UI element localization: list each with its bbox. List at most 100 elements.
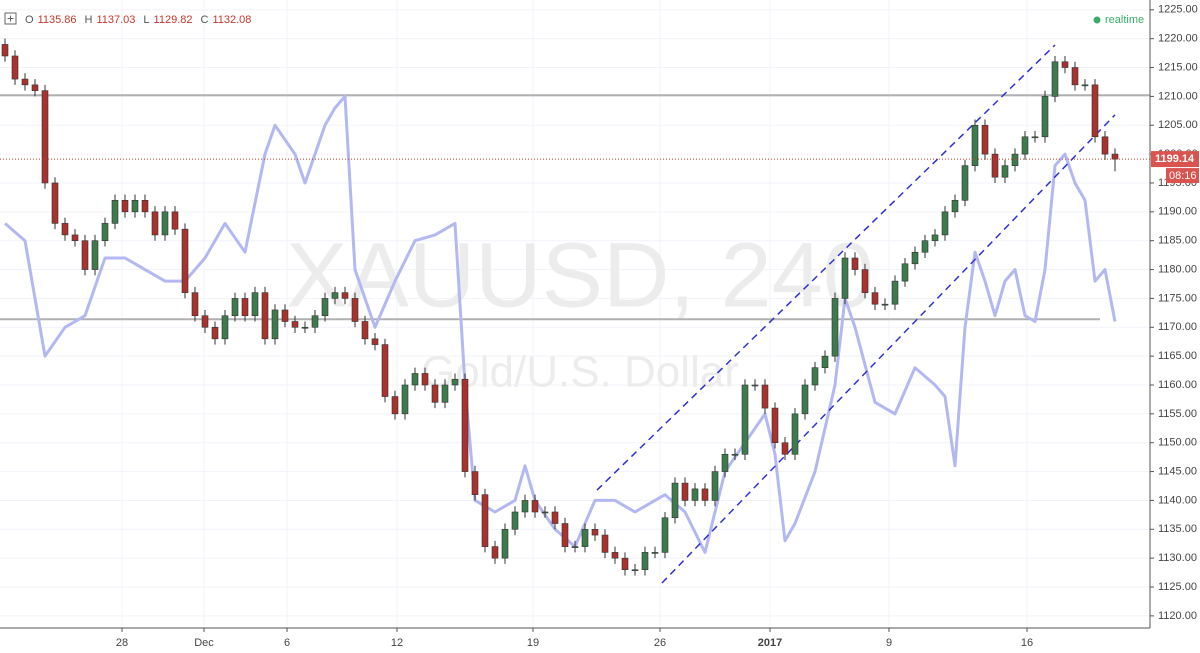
time-axis <box>0 628 1200 653</box>
candle-body <box>281 309 289 322</box>
candle-body <box>291 321 299 328</box>
candle-body <box>401 384 409 415</box>
ohlc-value: 1129.82 <box>154 14 193 26</box>
candle-body <box>1011 153 1019 166</box>
candle-body <box>1111 153 1119 160</box>
ohlc-label: C <box>201 14 209 26</box>
y-tick-label: 1125.00 <box>1158 581 1197 593</box>
x-tick-label: 19 <box>527 637 539 649</box>
candle-body <box>331 292 339 299</box>
candle-body <box>261 292 269 340</box>
candle-body <box>541 511 549 514</box>
candle-body <box>431 384 439 403</box>
candle-body <box>181 228 189 293</box>
candle-body <box>851 257 859 270</box>
collapse-icon[interactable] <box>4 12 17 25</box>
ohlc-label: O <box>25 14 34 26</box>
candle-body <box>951 199 959 213</box>
candle-body <box>581 528 589 547</box>
candle-body <box>371 338 379 345</box>
candle-body <box>441 384 449 403</box>
candle-body <box>41 90 49 184</box>
candle-body <box>501 528 509 559</box>
y-tick-label: 1160.00 <box>1158 379 1197 391</box>
candle-body <box>1001 165 1009 178</box>
candle-body <box>751 384 759 387</box>
candle-body <box>361 321 369 340</box>
last-price-badge <box>1151 151 1199 168</box>
candle-body <box>651 552 659 554</box>
candle-body <box>191 292 199 317</box>
candle-body <box>661 517 669 553</box>
ohlc-label: H <box>85 14 93 26</box>
candle-body <box>721 453 729 472</box>
candle-body <box>391 396 399 415</box>
candle-body <box>201 315 209 328</box>
candle-body <box>111 199 119 224</box>
last-price-label: 1199.14 <box>1155 153 1195 165</box>
candle-body <box>591 528 599 536</box>
candle-body <box>1091 84 1099 138</box>
candle-body <box>61 223 69 236</box>
y-tick-label: 1180.00 <box>1158 263 1197 275</box>
candle-body <box>991 153 999 178</box>
candle-body <box>421 373 429 386</box>
candle-body <box>161 211 169 236</box>
x-tick-label: Dec <box>194 637 214 649</box>
candle-body <box>771 407 779 444</box>
plot <box>0 38 1150 584</box>
candle-body <box>131 199 139 213</box>
x-tick-label: 12 <box>391 637 403 649</box>
x-tick-label: 9 <box>886 637 892 649</box>
x-tick-label: 26 <box>654 637 666 649</box>
y-tick-label: 1170.00 <box>1158 321 1197 333</box>
y-tick-label: 1175.00 <box>1158 292 1197 304</box>
x-tick-label: 28 <box>116 637 128 649</box>
candle-body <box>141 199 149 213</box>
candle-body <box>451 378 459 386</box>
y-tick-label: 1210.00 <box>1158 90 1198 102</box>
candle-body <box>221 315 229 340</box>
candle-body <box>731 453 739 456</box>
candle-body <box>71 234 79 241</box>
candle-body <box>831 298 839 357</box>
candle-body <box>271 309 279 340</box>
candle-body <box>511 511 519 530</box>
candle-body <box>491 546 499 559</box>
ohlc-value: 1137.03 <box>96 14 135 26</box>
candle-body <box>891 280 899 305</box>
candle-body <box>691 488 699 501</box>
channel-line <box>596 44 1056 491</box>
channel-line <box>661 114 1116 584</box>
x-tick-label: 6 <box>284 637 290 649</box>
y-tick-label: 1225.00 <box>1158 4 1198 16</box>
candle-body <box>321 298 329 317</box>
candle-body <box>681 482 689 501</box>
y-tick-label: 1155.00 <box>1158 408 1197 420</box>
y-tick-label: 1150.00 <box>1158 437 1197 449</box>
compare-line <box>4 94 1117 554</box>
candle-body <box>971 124 979 166</box>
candle-body <box>1071 67 1079 86</box>
candle-body <box>211 326 219 340</box>
candle-body <box>571 546 579 548</box>
candle-body <box>811 367 819 386</box>
candle-body <box>761 384 769 409</box>
candle-body <box>941 211 949 236</box>
candle-body <box>351 298 359 322</box>
y-tick-label: 1220.00 <box>1158 33 1198 45</box>
candle-body <box>911 251 919 265</box>
candle-body <box>781 442 789 455</box>
status: realtime <box>1105 14 1144 26</box>
y-tick-label: 1190.00 <box>1158 206 1197 218</box>
candle-body <box>381 344 389 397</box>
candle-body <box>1031 136 1039 139</box>
candle-body <box>621 557 629 571</box>
candle-body <box>1051 61 1059 97</box>
candle-body <box>171 211 179 230</box>
candle-body <box>31 84 39 91</box>
candle-body <box>921 240 929 253</box>
candle-body <box>1061 61 1069 68</box>
y-tick-label: 1205.00 <box>1158 119 1198 131</box>
